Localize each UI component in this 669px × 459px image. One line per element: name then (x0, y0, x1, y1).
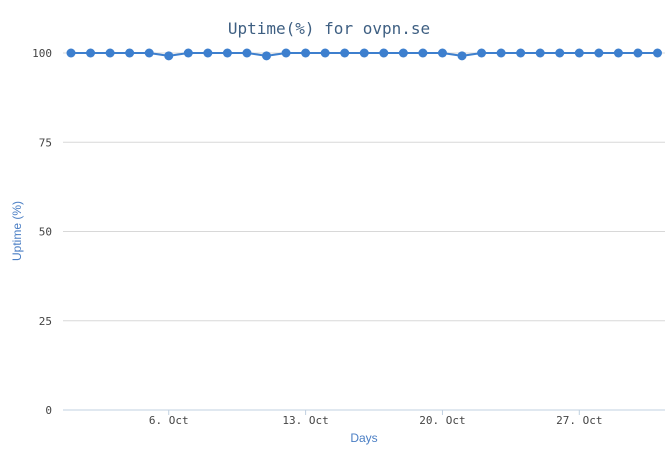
y-tick-labels: 0 25 50 75 100 (32, 47, 52, 417)
data-points (66, 48, 662, 61)
data-point[interactable] (594, 48, 604, 58)
data-point[interactable] (359, 48, 369, 58)
data-point[interactable] (613, 48, 623, 58)
data-point[interactable] (281, 48, 291, 58)
data-point[interactable] (555, 48, 565, 58)
data-point[interactable] (66, 48, 76, 58)
y-tick-label-25: 25 (39, 315, 52, 328)
chart-title: Uptime(%) for ovpn.se (228, 19, 430, 38)
y-tick-label-50: 50 (39, 226, 52, 239)
data-point[interactable] (222, 48, 232, 58)
data-point[interactable] (164, 51, 174, 61)
data-point[interactable] (301, 48, 311, 58)
data-point[interactable] (86, 48, 96, 58)
x-tick-label: 6. Oct (149, 414, 189, 427)
x-axis-label: Days (350, 431, 377, 445)
data-point[interactable] (574, 48, 584, 58)
data-point[interactable] (437, 48, 447, 58)
data-point[interactable] (535, 48, 545, 58)
data-point[interactable] (242, 48, 252, 58)
data-point[interactable] (125, 48, 135, 58)
data-point[interactable] (457, 51, 467, 61)
x-tick-labels: 6. Oct 13. Oct 20. Oct 27. Oct (149, 410, 602, 427)
data-point[interactable] (262, 51, 271, 61)
data-point[interactable] (144, 48, 154, 58)
data-point[interactable] (105, 48, 115, 58)
data-point[interactable] (398, 48, 408, 58)
x-tick-label: 27. Oct (556, 414, 602, 427)
y-tick-label-75: 75 (39, 136, 52, 149)
data-point[interactable] (183, 48, 193, 58)
data-point[interactable] (340, 48, 350, 58)
data-point[interactable] (320, 48, 330, 58)
x-tick-label: 20. Oct (419, 414, 465, 427)
data-point[interactable] (653, 48, 662, 58)
data-point[interactable] (203, 48, 213, 58)
data-point[interactable] (379, 48, 389, 58)
data-point[interactable] (633, 48, 643, 58)
data-point[interactable] (418, 48, 428, 58)
data-point[interactable] (496, 48, 506, 58)
data-point[interactable] (477, 48, 487, 58)
x-tick-label: 13. Oct (282, 414, 328, 427)
grid-lines (63, 52, 665, 411)
y-axis-label: Uptime (%) (10, 201, 24, 261)
y-tick-label-0: 0 (45, 404, 52, 417)
y-tick-label-100: 100 (32, 47, 52, 60)
data-point[interactable] (516, 48, 526, 58)
